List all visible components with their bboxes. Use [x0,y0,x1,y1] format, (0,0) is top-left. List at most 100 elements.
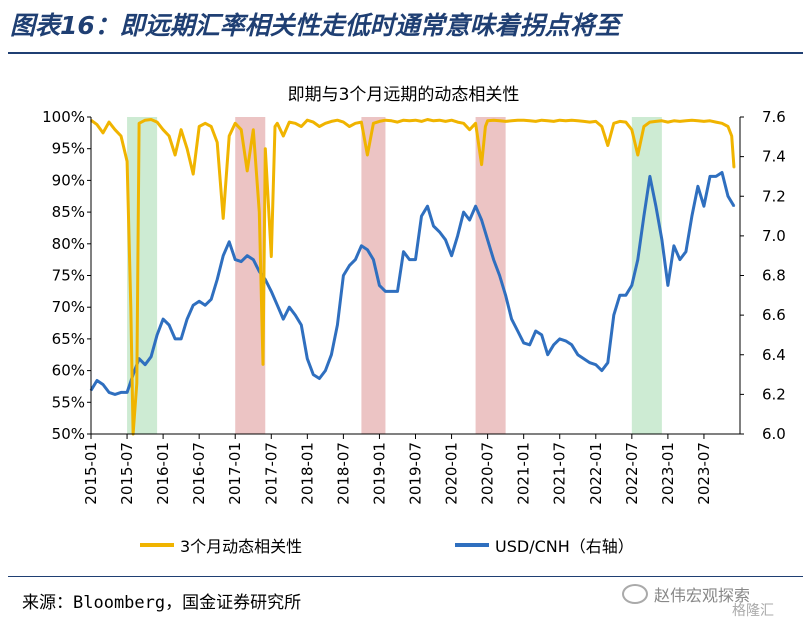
x-tick-label-7: 2018-07 [334,442,352,505]
series-0-point-7 [130,306,132,309]
series-0-point-17 [180,128,182,131]
series-1-point-98 [679,258,681,261]
left-tick-label-5: 75% [52,267,85,285]
series-0-point-107 [703,120,705,123]
series-0-point-30 [258,211,261,213]
series-1-point-31 [276,304,279,307]
series-0-point-32 [264,147,267,150]
series-0-point-29 [252,128,255,131]
x-tick-label-5: 2017-07 [262,442,280,505]
series-1-point-86 [607,361,609,364]
series-0-point-71 [486,120,489,122]
series-0-point-103 [679,120,681,123]
right-tick-label-2: 7.2 [762,187,786,205]
series-1-point-83 [589,361,591,364]
series-1-point-43 [348,264,351,267]
series-1-point-21 [216,278,218,281]
series-0-point-88 [589,121,591,123]
series-0-point-21 [204,122,206,125]
series-1-point-13 [168,324,170,326]
series-0-point-64 [450,119,453,121]
right-tick-label-0: 7.6 [762,108,786,126]
series-0-point-42 [318,125,321,128]
series-0-point-56 [402,119,405,121]
series-1-point-25 [240,260,242,263]
series-0-point-26 [234,122,236,125]
series-0-point-37 [288,121,291,123]
series-0-point-62 [438,119,441,121]
series-0-point-84 [564,120,567,122]
series-1-point-67 [492,258,495,261]
series-1-point-9 [144,363,146,366]
series-0-point-92 [613,122,615,125]
series-0-point-54 [390,120,393,122]
shaded-periods [127,117,662,434]
series-0-point-49 [360,121,363,123]
series-0-point-11 [144,119,146,121]
series-1-point-63 [468,219,471,221]
series-1-point-62 [462,211,465,213]
x-tick-label-14: 2022-01 [587,442,605,505]
series-0-point-113 [733,166,735,169]
series-0-point-4 [114,128,116,131]
series-0-point-102 [673,120,675,122]
series-1-point-90 [631,284,633,287]
series-0-point-12 [150,118,152,121]
x-tick-label-15: 2022-07 [623,442,641,505]
x-tick-label-8: 2019-01 [370,442,388,505]
series-1-point-76 [546,353,549,356]
series-0-point-82 [552,120,555,123]
series-1-point-20 [210,298,212,301]
series-1-point-57 [432,225,435,227]
series-0-point-14 [162,128,164,131]
series-0-point-3 [108,121,110,123]
series-0-point-1 [96,123,98,126]
series-0-point-51 [372,122,375,125]
series-0-point-33 [270,255,273,258]
legend-swatch-correlation [140,543,174,547]
series-1-point-88 [619,294,621,297]
left-tick-label-4: 80% [52,235,85,253]
series-1-point-4 [114,393,116,396]
series-0-point-23 [216,141,218,144]
series-0-point-63 [444,120,447,123]
right-tick-label-8: 6.0 [762,425,786,443]
series-1-point-104 [715,175,717,178]
series-0-point-15 [168,135,170,137]
left-tick-label-7: 65% [52,330,85,348]
series-0-point-79 [534,120,537,123]
series-0-point-68 [474,122,477,125]
series-1-point-74 [534,330,537,332]
series-0-point-61 [432,120,435,122]
series-1-point-82 [583,357,585,360]
series-1-point-91 [637,258,639,261]
series-0-point-112 [730,135,733,137]
series-1-point-19 [204,304,206,307]
series-0-point-24 [222,217,224,220]
left-tick-label-1: 95% [52,140,85,158]
series-0-point-91 [607,144,609,147]
series-0-point-90 [601,125,603,128]
x-tick-label-0: 2015-01 [82,442,100,505]
series-0-point-96 [637,154,639,156]
series-1-point-93 [649,175,651,178]
watermark: 赵伟宏观探索 [622,582,750,606]
series-1-point-14 [174,338,176,340]
series-0-point-95 [631,128,633,131]
x-tick-label-4: 2017-01 [226,442,244,505]
right-tick-label-4: 6.8 [762,267,786,285]
series-0-point-77 [522,119,525,121]
x-tick-label-6: 2018-01 [298,442,316,505]
series-0-point-44 [330,120,333,123]
series-line-1 [89,171,736,396]
series-1-point-35 [300,324,303,326]
left-tick-label-10: 50% [52,425,85,443]
series-0-point-39 [300,125,303,128]
series-0-point-69 [480,163,483,166]
series-1-point-24 [234,258,236,261]
series-0-point-43 [324,122,327,125]
series-1-point-105 [721,171,723,174]
series-1-point-66 [486,239,489,241]
left-tick-label-9: 55% [52,393,85,411]
footer-divider [8,576,803,577]
